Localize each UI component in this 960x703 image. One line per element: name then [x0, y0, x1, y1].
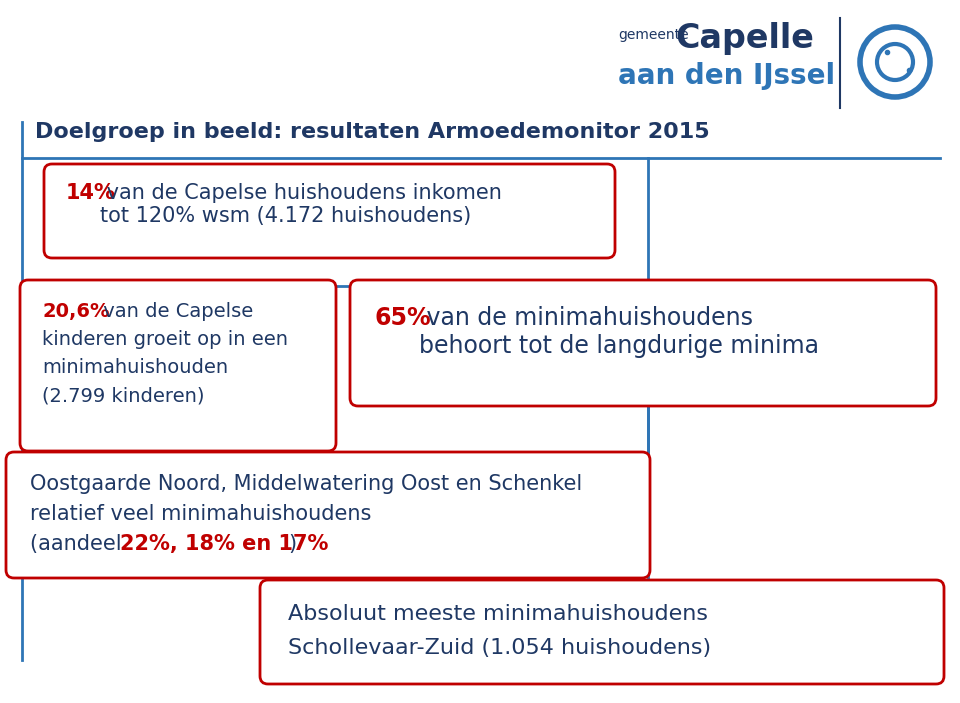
Text: 65%: 65% — [374, 306, 431, 330]
FancyBboxPatch shape — [20, 280, 336, 451]
Text: minimahuishouden: minimahuishouden — [42, 358, 228, 377]
Text: (aandeel: (aandeel — [30, 534, 134, 554]
FancyBboxPatch shape — [6, 452, 650, 578]
Text: van de minimahuishoudens
behoort tot de langdurige minima: van de minimahuishoudens behoort tot de … — [419, 306, 819, 358]
Text: Doelgroep in beeld: resultaten Armoedemonitor 2015: Doelgroep in beeld: resultaten Armoedemo… — [35, 122, 709, 142]
Text: Capelle: Capelle — [675, 22, 814, 55]
Text: Oostgaarde Noord, Middelwatering Oost en Schenkel: Oostgaarde Noord, Middelwatering Oost en… — [30, 474, 583, 494]
Text: van de Capelse: van de Capelse — [97, 302, 253, 321]
Text: kinderen groeit op in een: kinderen groeit op in een — [42, 330, 288, 349]
Text: gemeente: gemeente — [618, 28, 688, 42]
Text: 20,6%: 20,6% — [42, 302, 109, 321]
Text: (2.799 kinderen): (2.799 kinderen) — [42, 386, 204, 405]
FancyBboxPatch shape — [260, 580, 944, 684]
Text: ): ) — [288, 534, 296, 554]
FancyBboxPatch shape — [44, 164, 615, 258]
Text: Absoluut meeste minimahuishoudens: Absoluut meeste minimahuishoudens — [288, 604, 708, 624]
Text: van de Capelse huishoudens inkomen
tot 120% wsm (4.172 huishoudens): van de Capelse huishoudens inkomen tot 1… — [100, 183, 502, 226]
FancyBboxPatch shape — [350, 280, 936, 406]
Text: Schollevaar-Zuid (1.054 huishoudens): Schollevaar-Zuid (1.054 huishoudens) — [288, 638, 711, 658]
Text: aan den IJssel: aan den IJssel — [618, 62, 835, 90]
Text: 14%: 14% — [66, 183, 116, 203]
Text: relatief veel minimahuishoudens: relatief veel minimahuishoudens — [30, 504, 372, 524]
Text: 22%, 18% en 17%: 22%, 18% en 17% — [120, 534, 328, 554]
